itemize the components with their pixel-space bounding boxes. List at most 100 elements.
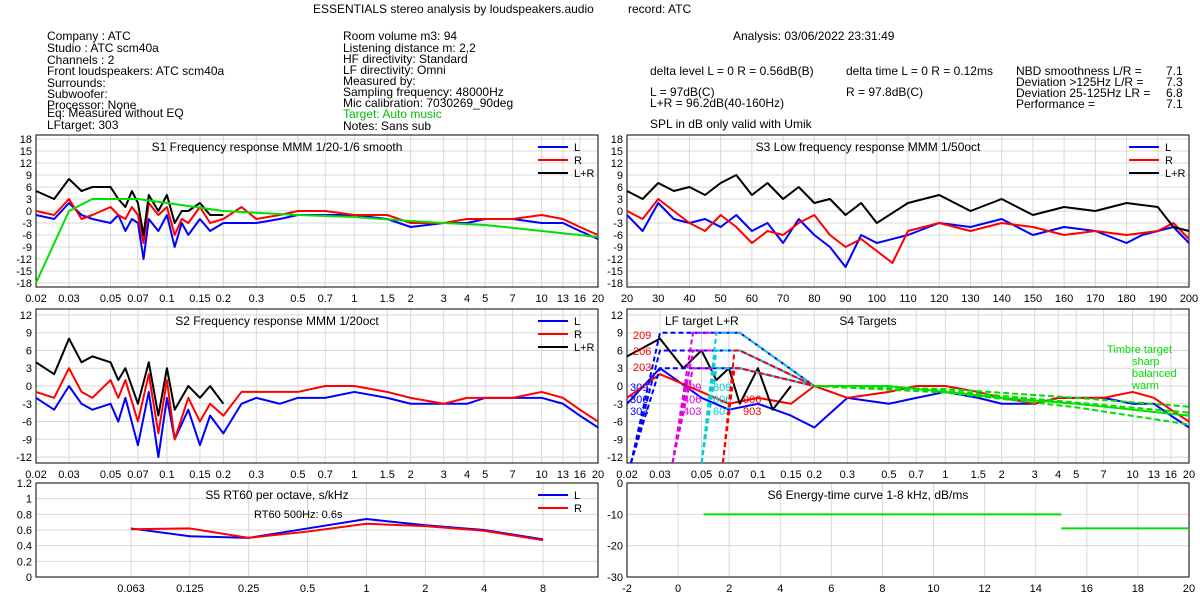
x-tick-label: 1.5	[380, 293, 395, 305]
y-tick-label: 3	[26, 363, 32, 375]
y-tick-label: 9	[617, 328, 623, 340]
y-tick-label: -3	[613, 399, 623, 411]
report-title: ESSENTIALS stereo analysis by loudspeake…	[313, 2, 594, 16]
y-tick-label: -15	[16, 266, 32, 278]
lf-target-curve	[700, 349, 815, 464]
info-lftarget: LFtarget: 303	[47, 118, 119, 132]
metric-nbd-value: 7.1	[1166, 64, 1183, 78]
x-tick-label: 0.063	[117, 583, 145, 595]
spl-note: SPL in dB only valid with Umik	[650, 117, 812, 131]
legend-label: R	[1165, 155, 1173, 167]
series-line-R	[35, 198, 599, 244]
lf-curve-label: 906	[743, 394, 761, 406]
y-tick-label: 0.8	[17, 509, 32, 521]
x-tick-label: 7	[510, 469, 516, 481]
x-tick-label: 10	[535, 469, 547, 481]
x-tick-label: 0.5	[290, 469, 305, 481]
y-tick-label: 9	[26, 170, 32, 182]
x-tick-label: 0.125	[176, 583, 204, 595]
x-tick-label: 20	[1183, 583, 1195, 595]
x-tick-label: 1	[363, 583, 369, 595]
y-tick-label: -20	[607, 541, 623, 553]
y-tick-label: -9	[22, 434, 32, 446]
lf-curve-label: 603	[713, 406, 731, 418]
level-l: L = 97dB(C)	[650, 85, 715, 99]
x-tick-label: 3	[441, 469, 447, 481]
lf-target-curve	[700, 367, 815, 464]
x-tick-label: 0.3	[249, 469, 264, 481]
series-line-L	[626, 202, 1190, 268]
x-tick-label: 16	[1165, 469, 1177, 481]
x-tick-label: 200	[1180, 293, 1198, 305]
chart-title: S5 RT60 per octave, s/kHz	[205, 488, 348, 502]
y-tick-label: 12	[611, 310, 623, 322]
series-line-L+R	[626, 337, 792, 411]
x-tick-label: 3	[441, 293, 447, 305]
x-tick-label: 0.05	[691, 469, 712, 481]
analysis-date: Analysis: 03/06/2022 23:31:49	[733, 29, 895, 43]
y-tick-label: -30	[607, 572, 623, 584]
x-tick-label: 5	[482, 469, 488, 481]
series-line-R	[35, 367, 599, 441]
x-tick-label: 0.5	[300, 583, 315, 595]
legend-label: R	[574, 503, 582, 515]
y-tick-label: 18	[20, 134, 32, 146]
lf-curve-label: 606	[713, 394, 731, 406]
x-tick-label: 20	[1183, 469, 1195, 481]
legend-label: L	[574, 316, 580, 328]
legend-label: L+R	[574, 168, 595, 180]
y-tick-label: 0	[617, 206, 623, 218]
x-tick-label: 2	[408, 293, 414, 305]
legend-label: R	[574, 155, 582, 167]
info-notes: Notes: Sans sub	[343, 119, 432, 133]
y-tick-label: -3	[22, 399, 32, 411]
y-tick-label: 3	[26, 194, 32, 206]
x-tick-label: 0.5	[881, 469, 896, 481]
legend-label: L+R	[1165, 168, 1186, 180]
x-tick-label: 8	[540, 583, 546, 595]
series-line-L	[35, 385, 599, 459]
timbre-warm-label: warm	[1131, 380, 1159, 392]
series-line-Target	[35, 198, 599, 284]
timbre-target-label: Timbre target	[1107, 344, 1172, 356]
metric-nbd-label: NBD smoothness L/R =	[1016, 64, 1142, 78]
x-tick-label: 1	[351, 469, 357, 481]
x-tick-label: 0.07	[127, 469, 148, 481]
x-tick-label: 0.15	[189, 469, 210, 481]
y-tick-label: 6	[617, 182, 623, 194]
info-measured-by: Measured by:	[343, 74, 416, 88]
y-tick-label: 12	[611, 158, 623, 170]
info-listening-distance: Listening distance m: 2,2	[343, 41, 476, 55]
x-tick-label: 20	[592, 293, 604, 305]
x-tick-label: 6	[828, 583, 834, 595]
chart-s3: 20 30 40 50 60 70 80 90 100 110 120 130 140 150 160 170…	[607, 134, 1198, 305]
x-tick-label: 5	[1073, 469, 1079, 481]
chart-s5: 0.063 0.125 0.25 0.5 1 2 4 8 0 0.2 0.4 0.6 0.8 1 1.2 S5…	[17, 478, 599, 595]
y-tick-label: -15	[607, 266, 623, 278]
lf-curve-label: 309	[630, 382, 648, 394]
x-tick-label: 10	[927, 583, 939, 595]
x-tick-label: 16	[574, 293, 586, 305]
y-tick-label: 1	[26, 494, 32, 506]
y-tick-label: -6	[613, 230, 623, 242]
delta-time: delta time L = 0 R = 0.12ms	[846, 64, 993, 78]
x-tick-label: 0.2	[216, 293, 231, 305]
x-tick-label: 160	[1055, 293, 1073, 305]
x-tick-label: 13	[1148, 469, 1160, 481]
x-tick-label: 13	[557, 293, 569, 305]
x-tick-label: 0.25	[238, 583, 259, 595]
rt60-annotation: RT60 500Hz: 0.6s	[254, 509, 343, 521]
x-tick-label: 4	[777, 583, 783, 595]
x-tick-label: 2	[408, 469, 414, 481]
lf-target-curve	[671, 367, 815, 464]
x-tick-label: 80	[808, 293, 820, 305]
info-channels: Channels : 2	[47, 53, 115, 67]
x-tick-label: 7	[510, 293, 516, 305]
x-tick-label: 20	[621, 293, 633, 305]
plot-frame	[626, 482, 1190, 578]
info-target: Target: Auto music	[343, 107, 442, 121]
y-tick-label: 0.2	[17, 556, 32, 568]
lf-curve-label: 206	[633, 346, 651, 358]
y-tick-label: 9	[617, 170, 623, 182]
